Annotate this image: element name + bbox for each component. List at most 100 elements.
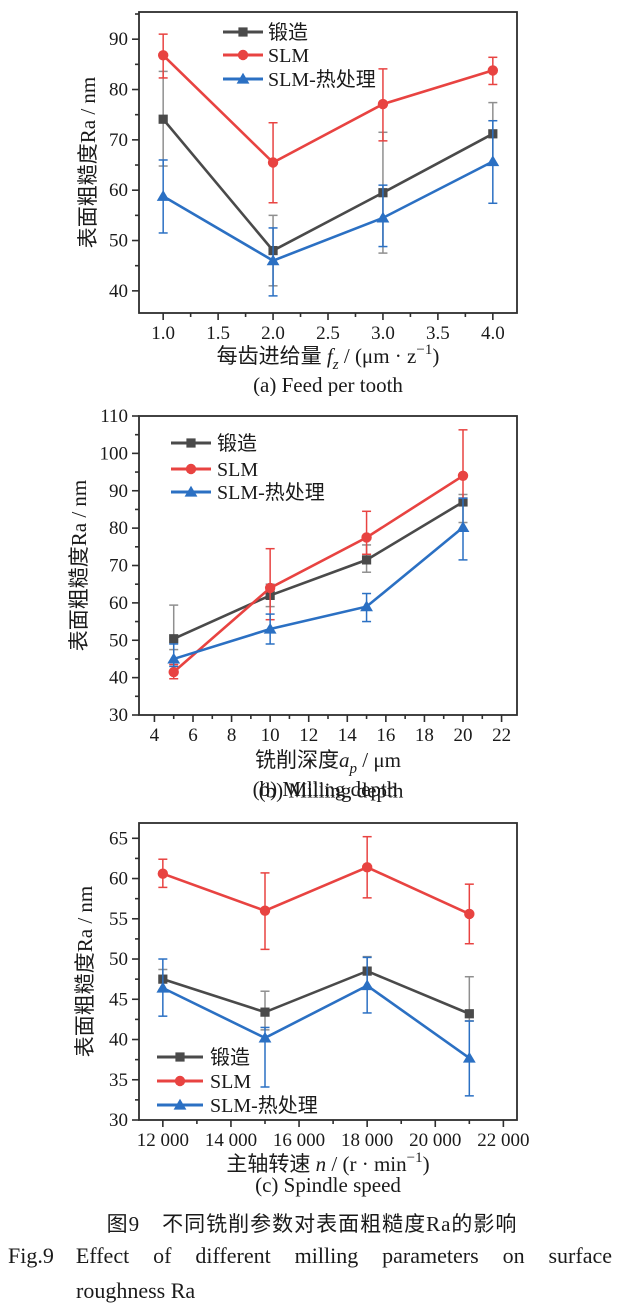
figure-caption-en: Fig.9 Effect of different milling parame…: [0, 1238, 624, 1274]
x-tick-label: 20 000: [409, 1130, 461, 1151]
axis-ticks: [132, 13, 494, 320]
marker-circle: [264, 582, 276, 594]
series-forged: [158, 70, 498, 287]
y-tick-label: 45: [109, 989, 128, 1010]
y-tick-label: 100: [100, 443, 129, 464]
error-bars: [158, 33, 498, 204]
legend-label: SLM: [210, 1071, 251, 1093]
marker-circle: [457, 470, 469, 481]
marker-square: [169, 634, 179, 644]
y-tick-label: 60: [109, 593, 128, 614]
marker-circle: [157, 50, 169, 61]
figure-caption-en-line1: Effect of different milling parameters o…: [75, 1243, 612, 1268]
series-slm-ht: [156, 119, 500, 297]
chart-milling-depth: 4 6 8 10 12 14 16 18 20 22 30 40 50 60 70 80 90 100 110 锻造 S…: [0, 396, 624, 802]
marker-triangle-up: [236, 72, 250, 84]
x-tick-label: 22 000: [477, 1130, 529, 1151]
legend-label: SLM-热处理: [217, 481, 325, 504]
chart-c-canvas: 12 000 14 000 16 000 18 000 20 000 22 000 30 35…: [73, 822, 530, 1197]
y-axis-label: 表面粗糙度Ra / nm: [73, 886, 97, 1058]
x-tick-label: 8: [227, 725, 237, 746]
x-tick-label: 2.0: [261, 323, 285, 344]
x-tick-label: 12 000: [137, 1130, 189, 1151]
x-tick-label: 14: [338, 725, 358, 746]
x-tick-label: 2.5: [316, 323, 340, 344]
x-tick-label: 12: [299, 725, 318, 746]
y-tick-label: 80: [109, 518, 128, 539]
y-tick-label: 90: [109, 29, 128, 50]
figure-caption: 图9 不同铣削参数对表面粗糙度Ra的影响 Fig.9 Effect of dif…: [0, 1210, 624, 1308]
legend-label: SLM: [217, 459, 258, 481]
subplot-caption: (c) Spindle speed: [255, 1173, 401, 1197]
marker-triangle-up: [167, 652, 181, 664]
marker-circle: [361, 532, 372, 543]
y-tick-label: 70: [109, 556, 128, 577]
marker-triangle-up: [184, 485, 198, 497]
marker-triangle-up: [173, 1098, 187, 1110]
y-tick-label: 30: [109, 1110, 128, 1131]
y-tick-label: 50: [109, 630, 128, 651]
x-axis-label: 铣削深度ap / μm: [255, 748, 401, 777]
x-axis-label: 每齿进给量 fz / (μm · z−1): [217, 342, 440, 373]
tick-labels: 1.0 1.5 2.0 2.5 3.0 3.5 4.0 40 50 60 70 80 90: [109, 29, 505, 344]
marker-triangle-up: [266, 254, 280, 266]
x-tick-label: 1.5: [206, 323, 230, 344]
chart-b-canvas: 4 6 8 10 12 14 16 18 20 22 30 40 50 60 70 80 90 100 110 锻造 S…: [67, 406, 518, 802]
x-tick-label: 18: [415, 725, 434, 746]
x-tick-label: 10: [261, 725, 280, 746]
series-line: [162, 118, 494, 253]
legend-label: SLM-热处理: [268, 68, 376, 91]
tick-labels: 4 6 8 10 12 14 16 18 20 22 30 40 50 60 70 80 90 100 110: [100, 406, 512, 746]
marker-circle: [237, 49, 249, 61]
series-line: [162, 865, 470, 916]
legend-label: 锻造: [217, 432, 257, 455]
y-tick-label: 40: [109, 1030, 128, 1051]
axis-box: [138, 415, 518, 716]
y-tick-label: 65: [109, 828, 128, 849]
chart-a-canvas: 1.0 1.5 2.0 2.5 3.0 3.5 4.0 40 50 60 70 80 90 锻造SLMSL…: [76, 11, 518, 396]
y-tick-label: 30: [109, 705, 128, 726]
series-line: [172, 474, 464, 673]
chart-spindle-speed: 12 000 14 000 16 000 18 000 20 000 22 000 30 35…: [0, 802, 624, 1202]
x-tick-label: 4: [150, 725, 160, 746]
marker-square: [464, 1009, 474, 1019]
subplot-caption: (a) Feed per tooth: [253, 373, 403, 396]
series-line: [162, 54, 494, 165]
y-tick-label: 50: [109, 231, 128, 252]
y-tick-label: 110: [100, 406, 128, 427]
y-tick-label: 55: [109, 909, 128, 930]
marker-square: [361, 555, 372, 565]
x-tick-label: 22: [492, 725, 511, 746]
marker-triangle-up: [462, 1051, 476, 1063]
x-tick-label: 3.5: [426, 323, 450, 344]
marker-square: [158, 114, 168, 124]
y-tick-label: 40: [109, 668, 128, 689]
figure-caption-zh: 图9 不同铣削参数对表面粗糙度Ra的影响: [106, 1212, 518, 1236]
error-bars: [158, 70, 498, 287]
marker-triangle-up: [263, 622, 277, 634]
marker-triangle-up: [156, 190, 170, 201]
series-slm-ht: [167, 497, 470, 668]
x-tick-label: 1.0: [151, 323, 175, 344]
x-tick-label: 6: [188, 725, 198, 746]
marker-circle: [157, 868, 169, 879]
series-slm: [168, 429, 469, 680]
y-tick-label: 50: [109, 949, 128, 970]
legend-label: 锻造: [210, 1046, 250, 1069]
y-axis-label: 表面粗糙度Ra / nm: [76, 77, 100, 249]
series-line: [173, 500, 464, 640]
chart-feed-per-tooth: 1.0 1.5 2.0 2.5 3.0 3.5 4.0 40 50 60 70 80 90 锻造 SLM SL…: [0, 0, 624, 396]
marker-circle: [267, 157, 279, 168]
x-tick-label: 3.0: [371, 323, 395, 344]
error-bars: [169, 493, 468, 651]
axis-ticks: [132, 837, 505, 1127]
y-tick-label: 40: [109, 281, 128, 302]
x-tick-label: 4.0: [481, 323, 505, 344]
figure-caption-en-label: Fig.9: [8, 1243, 54, 1268]
marker-square: [175, 1052, 185, 1062]
marker-square: [186, 438, 196, 448]
